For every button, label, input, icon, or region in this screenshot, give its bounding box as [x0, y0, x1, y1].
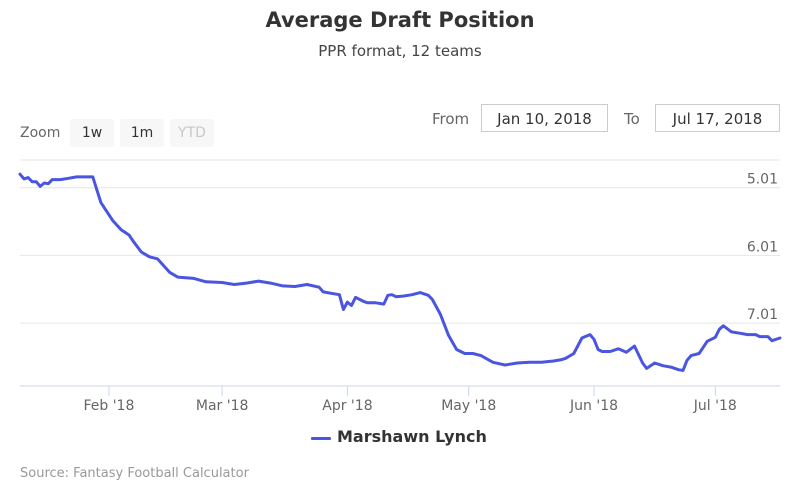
zoom-1m-button[interactable]: 1m	[120, 119, 164, 147]
x-tick-label: May '18	[441, 398, 496, 414]
source-credit: Source: Fantasy Football Calculator	[20, 466, 249, 481]
range-to-input[interactable]: Jul 17, 2018	[655, 104, 780, 132]
y-tick-label: 7.01	[747, 307, 778, 323]
x-tick-label: Jul '18	[693, 398, 737, 414]
legend-swatch	[311, 437, 331, 440]
y-tick-label: 5.01	[747, 172, 778, 188]
range-from-label: From	[432, 110, 470, 128]
range-from-input[interactable]: Jan 10, 2018	[481, 104, 608, 132]
chart-subtitle: PPR format, 12 teams	[318, 42, 482, 60]
range-to-label: To	[624, 110, 640, 128]
series-line-marshawn-lynch	[18, 172, 782, 372]
chart-title: Average Draft Position	[265, 8, 535, 32]
x-tick-label: Jun '18	[569, 398, 618, 414]
legend-label: Marshawn Lynch	[337, 427, 487, 446]
zoom-label: Zoom	[20, 125, 61, 141]
y-tick-label: 6.01	[747, 239, 778, 255]
x-tick-label: Mar '18	[196, 398, 249, 414]
x-tick-label: Feb '18	[83, 398, 134, 414]
zoom-1w-button[interactable]: 1w	[70, 119, 114, 147]
zoom-ytd-button[interactable]: YTD	[170, 119, 214, 147]
x-tick-label: Apr '18	[322, 398, 372, 414]
